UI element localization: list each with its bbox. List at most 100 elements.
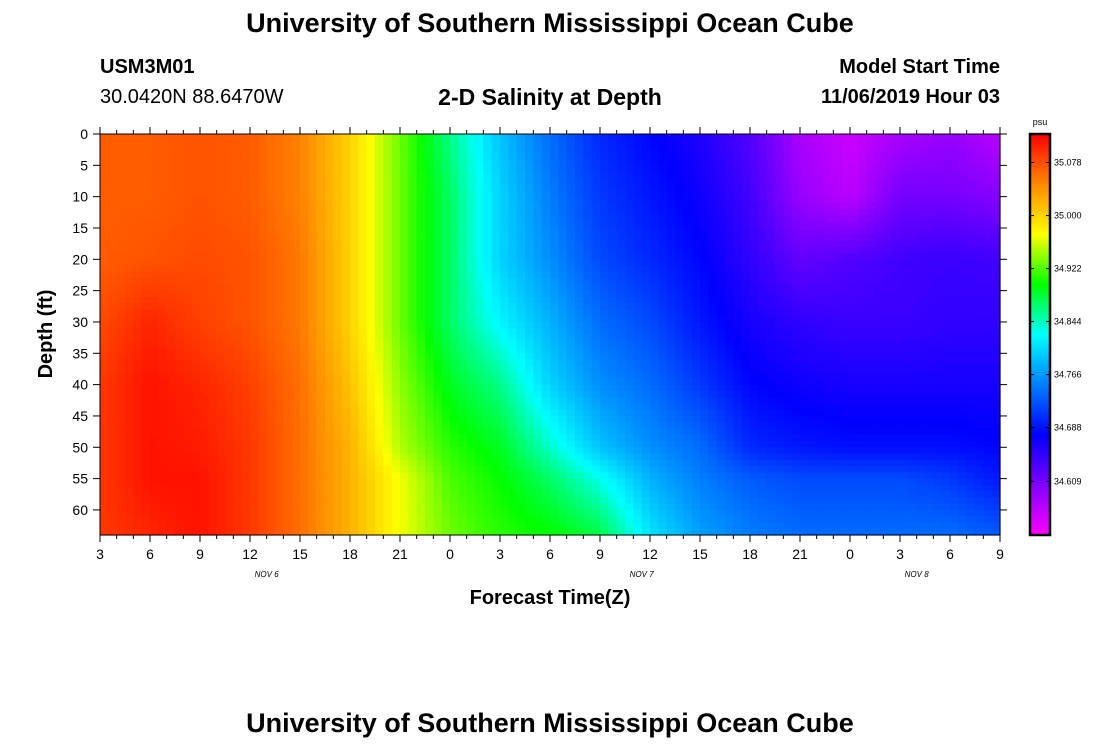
heatmap-cell	[350, 165, 359, 173]
heatmap-cell	[850, 278, 859, 285]
heatmap-cell	[783, 202, 793, 210]
heatmap-cell	[391, 253, 401, 260]
heatmap-cell	[241, 278, 251, 285]
heatmap-cell	[733, 146, 743, 154]
heatmap-cell	[866, 415, 876, 423]
heatmap-cell	[350, 409, 359, 417]
heatmap-cell	[966, 340, 976, 348]
heatmap-cell	[883, 159, 893, 166]
heatmap-cell	[283, 246, 293, 254]
heatmap-cell	[125, 246, 134, 254]
heatmap-cell	[475, 159, 484, 166]
heatmap-cell	[266, 140, 276, 148]
heatmap-cell	[775, 165, 784, 173]
heatmap-cell	[775, 309, 784, 317]
heatmap-cell	[150, 372, 159, 379]
heatmap-cell	[425, 309, 434, 317]
heatmap-cell	[950, 165, 959, 173]
heatmap-cell	[775, 234, 784, 242]
heatmap-cell	[716, 365, 726, 373]
heatmap-cell	[816, 365, 826, 373]
heatmap-cell	[641, 177, 651, 185]
heatmap-cell	[858, 265, 868, 273]
heatmap-cell	[158, 347, 168, 354]
heatmap-cell	[425, 378, 434, 386]
heatmap-cell	[900, 415, 909, 423]
heatmap-cell	[225, 234, 234, 242]
heatmap-cell	[175, 184, 184, 191]
heatmap-cell	[700, 328, 709, 336]
heatmap-cell	[883, 234, 893, 242]
heatmap-cell	[566, 372, 576, 379]
heatmap-cell	[966, 397, 976, 405]
heatmap-cell	[391, 152, 401, 160]
heatmap-cell	[250, 365, 259, 373]
heatmap-cell	[233, 146, 243, 154]
heatmap-cell	[233, 159, 243, 166]
heatmap-cell	[858, 240, 868, 248]
heatmap-cell	[316, 259, 326, 267]
heatmap-cell	[525, 209, 534, 217]
heatmap-cell	[875, 415, 884, 423]
heatmap-cell	[550, 253, 559, 260]
heatmap-cell	[758, 328, 768, 336]
heatmap-cell	[841, 309, 851, 317]
heatmap-cell	[358, 303, 368, 311]
heatmap-cell	[191, 265, 201, 273]
heatmap-cell	[350, 171, 359, 179]
heatmap-cell	[358, 365, 368, 373]
heatmap-cell	[991, 190, 1001, 198]
heatmap-cell	[408, 365, 418, 373]
heatmap-cell	[208, 278, 218, 285]
heatmap-cell	[950, 209, 959, 217]
heatmap-cell	[758, 246, 768, 254]
heatmap-cell	[366, 365, 376, 373]
heatmap-cell	[483, 284, 493, 292]
heatmap-cell	[400, 259, 409, 267]
heatmap-cell	[466, 365, 476, 373]
heatmap-cell	[925, 365, 934, 373]
heatmap-cell	[875, 165, 884, 173]
heatmap-cell	[566, 303, 576, 311]
heatmap-cell	[341, 171, 351, 179]
heatmap-cell	[366, 246, 376, 254]
heatmap-cell	[825, 227, 834, 235]
heatmap-cell	[208, 171, 218, 179]
heatmap-cell	[800, 415, 809, 423]
heatmap-cell	[625, 227, 634, 235]
heatmap-cell	[483, 253, 493, 260]
heatmap-cell	[858, 227, 868, 235]
heatmap-cell	[116, 397, 126, 405]
heatmap-cell	[800, 403, 809, 411]
heatmap-cell	[600, 234, 609, 242]
heatmap-cell	[625, 378, 634, 386]
heatmap-cell	[891, 278, 901, 285]
heatmap-cell	[616, 202, 626, 210]
heatmap-cell	[191, 403, 201, 411]
heatmap-cell	[616, 397, 626, 405]
heatmap-cell	[100, 353, 109, 361]
heatmap-cell	[358, 390, 368, 398]
heatmap-cell	[725, 384, 734, 392]
heatmap-cell	[358, 403, 368, 411]
heatmap-cell	[208, 390, 218, 398]
heatmap-cell	[675, 347, 684, 354]
heatmap-cell	[525, 202, 534, 210]
heatmap-cell	[266, 159, 276, 166]
heatmap-cell	[316, 347, 326, 354]
heatmap-cell	[291, 190, 301, 198]
heatmap-cell	[533, 359, 543, 367]
heatmap-cell	[525, 134, 534, 141]
heatmap-cell	[850, 265, 859, 273]
heatmap-cell	[150, 140, 159, 148]
heatmap-cell	[833, 359, 843, 367]
heatmap-cell	[650, 152, 659, 160]
heatmap-cell	[833, 177, 843, 185]
heatmap-cell	[741, 315, 751, 323]
heatmap-cell	[766, 134, 776, 141]
heatmap-cell	[525, 240, 534, 248]
heatmap-cell	[958, 290, 968, 298]
heatmap-cell	[425, 347, 434, 354]
heatmap-cell	[983, 403, 993, 411]
heatmap-cell	[966, 321, 976, 329]
